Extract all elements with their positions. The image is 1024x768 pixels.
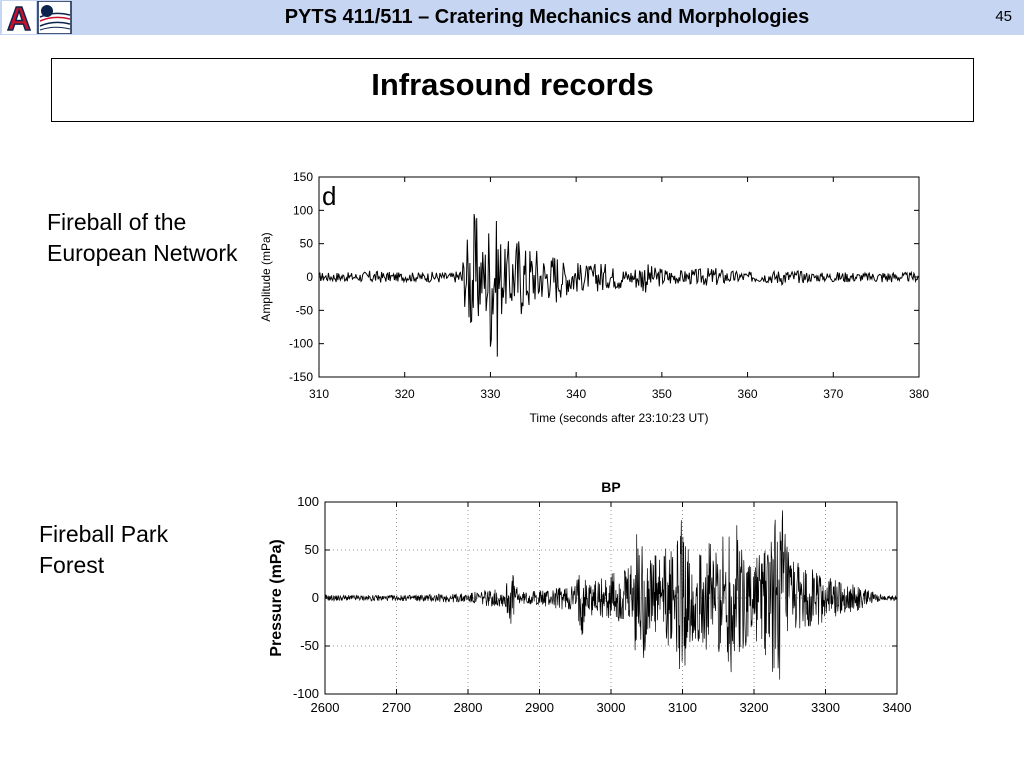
plot-frame: [318, 176, 920, 378]
chart-title: BP: [601, 479, 620, 495]
header-bar: A PYTS 411/511 – Cratering Mechanics and…: [0, 0, 1024, 35]
infrasound-chart-park-forest: 2600 2700 2800 2900 3000 3100 3200 3300 3400 100 5…: [268, 479, 912, 715]
caption-park-forest: Fireball Park Forest: [39, 521, 169, 578]
x-tick-label: 340: [566, 387, 586, 401]
x-tick-label: 360: [738, 387, 758, 401]
x-tick-label: 2600: [311, 700, 340, 715]
x-tick-label: 3000: [597, 700, 626, 715]
y-tick-label: 50: [305, 542, 319, 557]
y-tick-label: -50: [300, 638, 319, 653]
x-tick-label: 350: [652, 387, 672, 401]
x-tick-label: 330: [480, 387, 500, 401]
slide-title: Infrasound records: [371, 67, 654, 102]
y-tick-label: 0: [306, 270, 313, 284]
y-tick-label: -100: [289, 337, 313, 351]
x-tick-label: 2800: [454, 700, 483, 715]
x-tick-label: 3100: [668, 700, 697, 715]
y-tick-label: 0: [312, 590, 319, 605]
y-tick-label: -150: [289, 370, 313, 384]
x-tick-label: 320: [395, 387, 415, 401]
svg-text:A: A: [7, 1, 31, 34]
plot-frame: [324, 501, 898, 695]
x-tick-label: 310: [309, 387, 329, 401]
x-axis-label: Time (seconds after 23:10:23 UT): [530, 411, 709, 425]
panel-label: d: [322, 181, 336, 211]
title-box: Infrasound records: [51, 58, 974, 122]
y-axis-label: Pressure (mPa): [268, 539, 285, 656]
y-tick-label: 150: [293, 170, 313, 184]
infrasound-chart-european: 310 320 330 340 350 360 370 380 150 100 50 0 -50 -100…: [259, 170, 929, 425]
series-trace: [318, 213, 920, 357]
x-tick-label: 3400: [883, 700, 912, 715]
page-number: 45: [995, 8, 1012, 25]
x-tick-label: 2900: [525, 700, 554, 715]
x-tick-label: 380: [909, 387, 929, 401]
y-axis-label: Amplitude (mPa): [259, 232, 273, 321]
y-tick-label: 50: [300, 237, 314, 251]
y-tick-label: 100: [297, 494, 319, 509]
caption-european-network: Fireball of the European Network: [47, 209, 238, 266]
x-tick-label: 3300: [811, 700, 840, 715]
x-tick-label: 2700: [382, 700, 411, 715]
series-trace: [324, 510, 898, 680]
y-tick-label: -50: [296, 303, 314, 317]
y-tick-label: -100: [293, 686, 319, 701]
x-tick-label: 3200: [740, 700, 769, 715]
y-tick-label: 100: [293, 203, 313, 217]
course-title: PYTS 411/511 – Cratering Mechanics and M…: [284, 6, 810, 28]
x-tick-label: 370: [823, 387, 843, 401]
university-logo: A: [2, 1, 72, 34]
